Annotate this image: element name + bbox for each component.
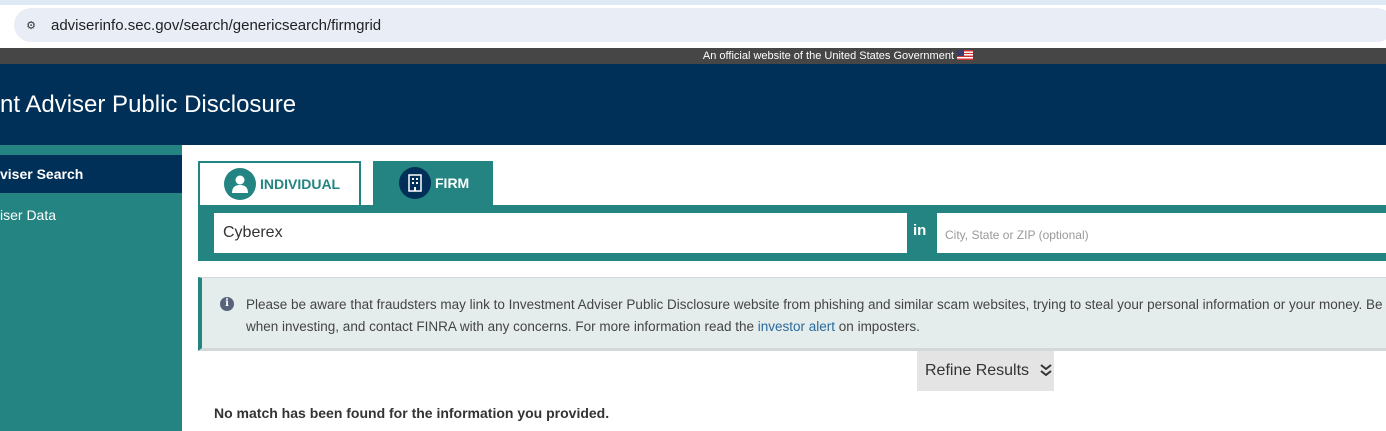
location-input[interactable]: City, State or ZIP (optional) [937,213,1386,253]
address-bar[interactable]: ⚙ adviserinfo.sec.gov/search/genericsear… [14,8,1386,42]
alert-text: Please be aware that fraudsters may link… [246,294,1386,338]
info-icon: i [220,297,234,311]
firm-search-input[interactable]: Cyberex [214,213,907,253]
alert-text-end: on imposters. [835,319,920,334]
site-title[interactable]: nt Adviser Public Disclosure [0,91,297,118]
site-header: nt Adviser Public Disclosure [0,64,1386,145]
no-results-message: No match has been found for the informat… [214,405,610,421]
refine-results-label: Refine Results [925,362,1030,379]
gov-banner-text: An official website of the United States… [702,50,955,62]
url-text[interactable]: adviserinfo.sec.gov/search/genericsearch… [51,16,382,34]
double-chevron-down-icon [1039,353,1052,393]
tab-firm[interactable]: FIRM [373,161,493,205]
sidebar: viser Search iser Data [0,145,182,431]
sidebar-item-adviser-data[interactable]: iser Data [0,207,57,223]
tab-individual[interactable]: INDIVIDUAL [198,161,361,205]
tab-individual-label: INDIVIDUAL [260,176,341,192]
person-icon [224,168,256,200]
refine-results-button[interactable]: Refine Results [917,351,1054,391]
tab-firm-label: FIRM [435,175,470,191]
tune-icon[interactable]: ⚙ [26,19,36,32]
building-icon [399,167,431,199]
browser-chrome: ⚙ adviserinfo.sec.gov/search/genericsear… [0,0,1386,48]
us-flag-icon [957,50,974,60]
in-label: in [913,222,927,239]
alert-text-main: Please be aware that fraudsters may link… [246,297,1386,334]
gov-banner: An official website of the United States… [0,48,1386,64]
investor-alert-link[interactable]: investor alert [757,319,836,334]
fraud-alert: i Please be aware that fraudsters may li… [198,277,1386,351]
sidebar-item-adviser-search[interactable]: viser Search [0,155,182,193]
